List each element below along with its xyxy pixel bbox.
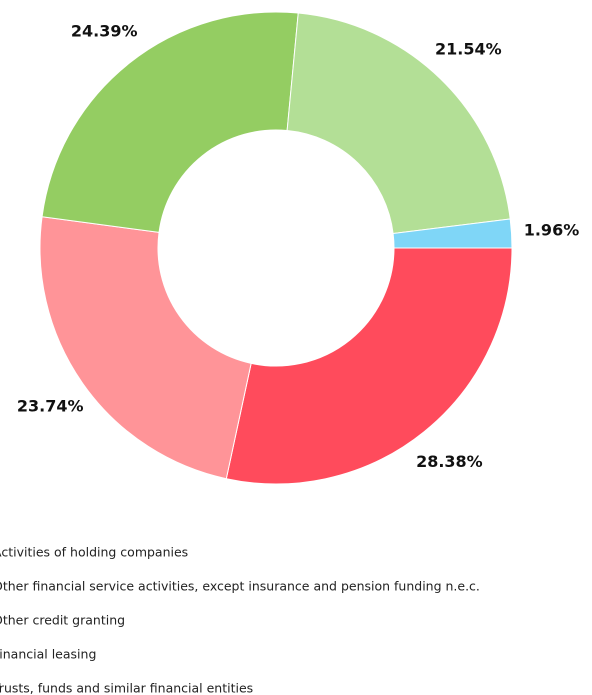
legend-label[interactable]: Other credit granting xyxy=(0,613,125,628)
donut-segment xyxy=(392,218,513,249)
legend-label[interactable]: Trusts, funds and similar financial enti… xyxy=(0,681,253,695)
legend-label[interactable]: Activities of holding companies xyxy=(0,545,188,560)
value-label: 28.38% xyxy=(416,452,483,471)
value-label: 24.39% xyxy=(71,21,138,40)
value-label: 21.54% xyxy=(435,40,502,59)
value-label: 1.96% xyxy=(524,221,580,240)
legend-label[interactable]: Other financial service activities, exce… xyxy=(0,579,480,594)
donut-segment xyxy=(225,247,513,485)
donut-segment xyxy=(286,12,511,235)
donut-segment xyxy=(39,216,252,480)
legend-label[interactable]: Financial leasing xyxy=(0,647,96,662)
donut-segment xyxy=(41,11,299,233)
value-label: 23.74% xyxy=(17,396,84,415)
